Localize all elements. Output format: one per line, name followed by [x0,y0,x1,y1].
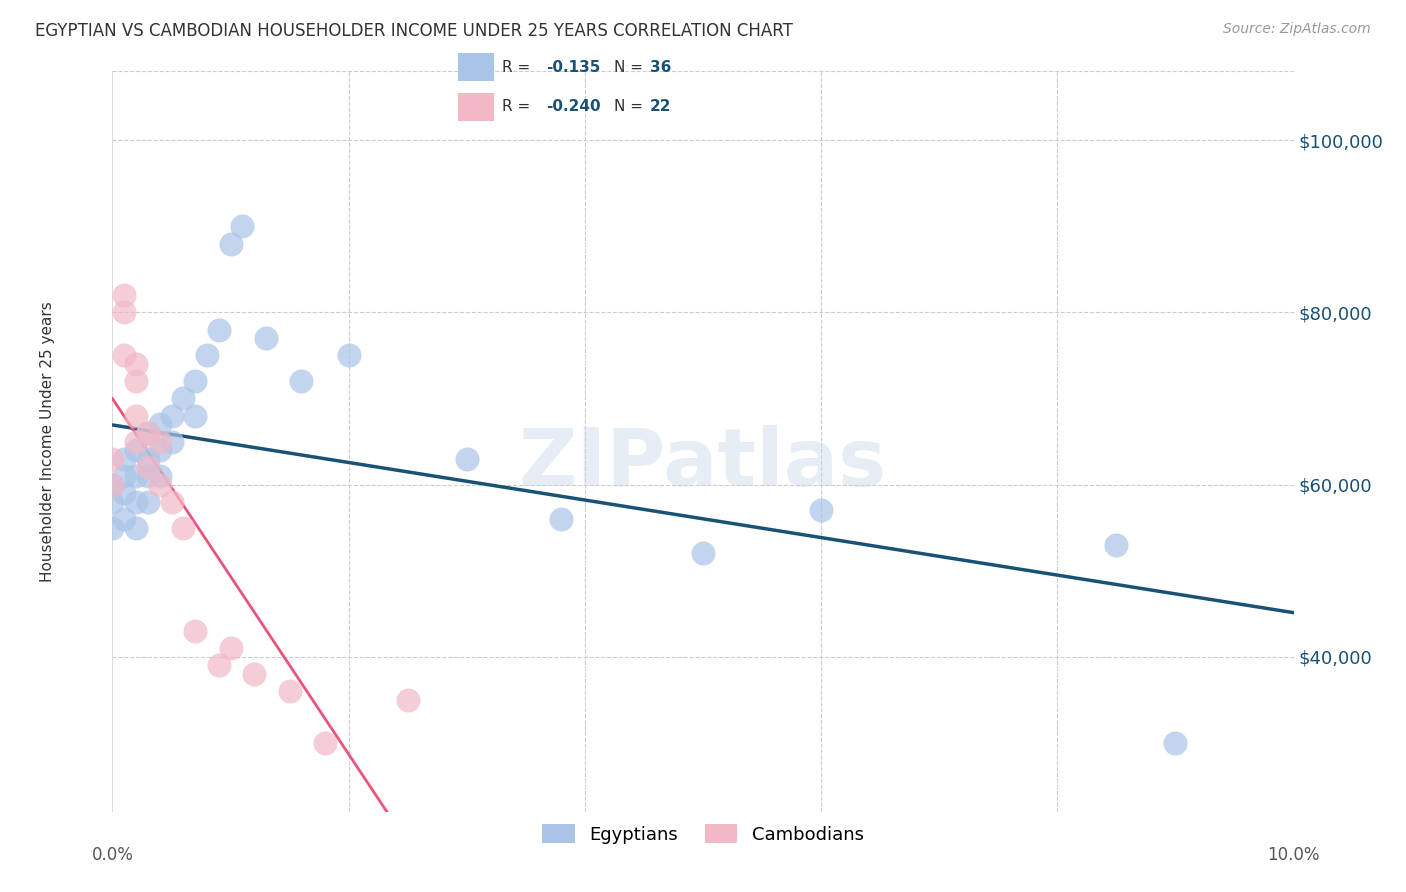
Point [125,469,148,483]
Text: -0.135: -0.135 [546,60,600,75]
FancyBboxPatch shape [458,54,494,81]
Point [125,374,148,388]
Text: Source: ZipAtlas.com: Source: ZipAtlas.com [1223,22,1371,37]
Point [184,374,207,388]
Point [184,624,207,638]
Text: 22: 22 [650,99,672,114]
Point [208,658,231,673]
Text: 10.0%: 10.0% [1267,847,1320,864]
Text: R =: R = [502,60,536,75]
Text: N =: N = [614,99,648,114]
Point [101,477,124,491]
Point [136,425,159,440]
Point [149,434,172,449]
Point [149,469,172,483]
Point [219,236,242,251]
Point [112,469,135,483]
Point [254,331,277,345]
Text: 0.0%: 0.0% [91,847,134,864]
Point [112,288,135,302]
Point [290,374,312,388]
Point [550,512,572,526]
Point [136,451,159,466]
Point [112,486,135,500]
Text: 36: 36 [650,60,672,75]
Point [692,546,714,560]
Point [101,477,124,491]
Point [278,684,301,698]
Point [125,357,148,371]
Point [195,348,218,362]
Point [149,417,172,432]
Legend: Egyptians, Cambodians: Egyptians, Cambodians [534,816,872,851]
Text: -0.240: -0.240 [546,99,600,114]
Point [184,409,207,423]
Text: N =: N = [614,60,648,75]
Point [810,503,832,517]
Point [125,521,148,535]
Text: R =: R = [502,99,536,114]
Point [136,469,159,483]
Point [125,495,148,509]
Point [125,434,148,449]
Point [149,443,172,458]
Point [125,409,148,423]
Point [125,443,148,458]
Text: ZIPatlas: ZIPatlas [519,425,887,503]
Point [219,641,242,656]
Point [160,495,183,509]
Point [160,434,183,449]
Point [136,425,159,440]
Point [172,392,194,406]
Point [243,667,266,681]
Text: EGYPTIAN VS CAMBODIAN HOUSEHOLDER INCOME UNDER 25 YEARS CORRELATION CHART: EGYPTIAN VS CAMBODIAN HOUSEHOLDER INCOME… [35,22,793,40]
FancyBboxPatch shape [458,93,494,120]
Point [101,451,124,466]
Point [112,348,135,362]
Point [136,460,159,475]
Point [112,512,135,526]
Point [1105,538,1128,552]
Point [1164,736,1187,750]
Point [136,495,159,509]
Point [112,451,135,466]
Point [112,305,135,319]
Point [456,451,478,466]
Point [160,409,183,423]
Point [101,495,124,509]
Text: Householder Income Under 25 years: Householder Income Under 25 years [39,301,55,582]
Point [396,693,419,707]
Point [172,521,194,535]
Point [337,348,360,362]
Point [208,323,231,337]
Point [314,736,336,750]
Point [101,521,124,535]
Point [231,219,253,234]
Point [149,477,172,491]
